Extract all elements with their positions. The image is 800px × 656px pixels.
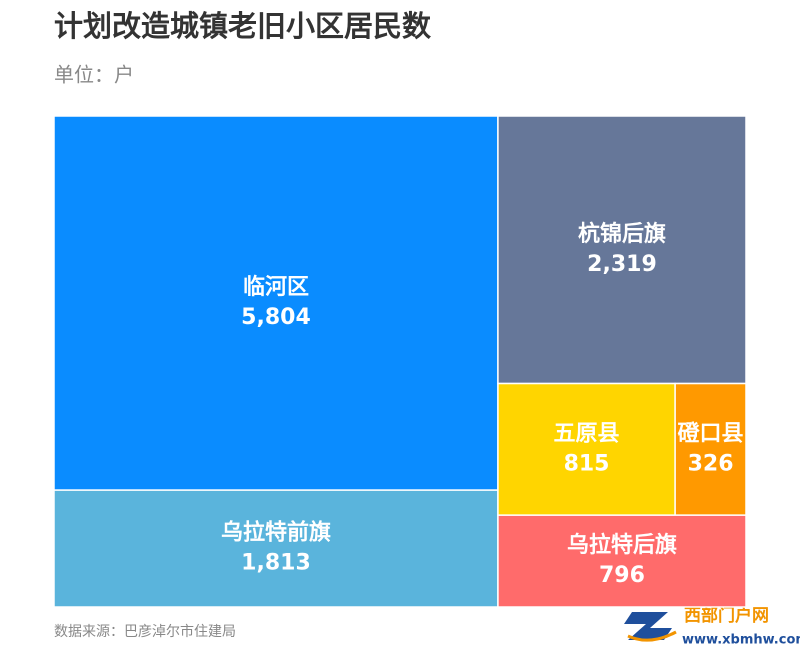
chart-title: 计划改造城镇老旧小区居民数: [54, 9, 432, 43]
source: 数据来源：巴彦淖尔市住建局: [54, 623, 236, 640]
watermark-logo-swoosh: [627, 630, 677, 642]
chart-subtitle: 单位：户: [54, 63, 134, 87]
tile-label: 乌拉特后旗: [567, 532, 677, 558]
tile: [497, 514, 747, 608]
tile: [497, 382, 676, 516]
value-label: 326: [688, 451, 734, 476]
tile: [53, 115, 499, 491]
watermark-url: www.xbmhw.com: [682, 633, 800, 648]
value-label: 796: [599, 563, 645, 588]
tile-label: 临河区: [243, 274, 309, 300]
tile-label: 杭锦后旗: [578, 221, 666, 247]
tile: [674, 382, 747, 516]
watermark-logo: [624, 612, 672, 640]
tile: [53, 489, 499, 608]
value-label: 815: [564, 451, 610, 476]
tile-label: 乌拉特前旗: [221, 520, 331, 546]
tile: [497, 115, 747, 385]
value-label: 2,319: [587, 252, 657, 277]
tile-label: 磴口县: [678, 420, 744, 446]
value-label: 1,813: [241, 551, 311, 576]
treemap: 临河区 5,804 乌拉特前旗 1,813 杭锦后旗 2,319 五原县 815 磴口县 326 乌…: [53, 115, 747, 608]
watermark-name: 西部门户网: [684, 605, 769, 626]
value-label: 5,804: [241, 305, 311, 330]
tile-label: 五原县: [554, 421, 620, 446]
watermark: 西部门户网 www.xbmhw.com: [624, 605, 800, 648]
